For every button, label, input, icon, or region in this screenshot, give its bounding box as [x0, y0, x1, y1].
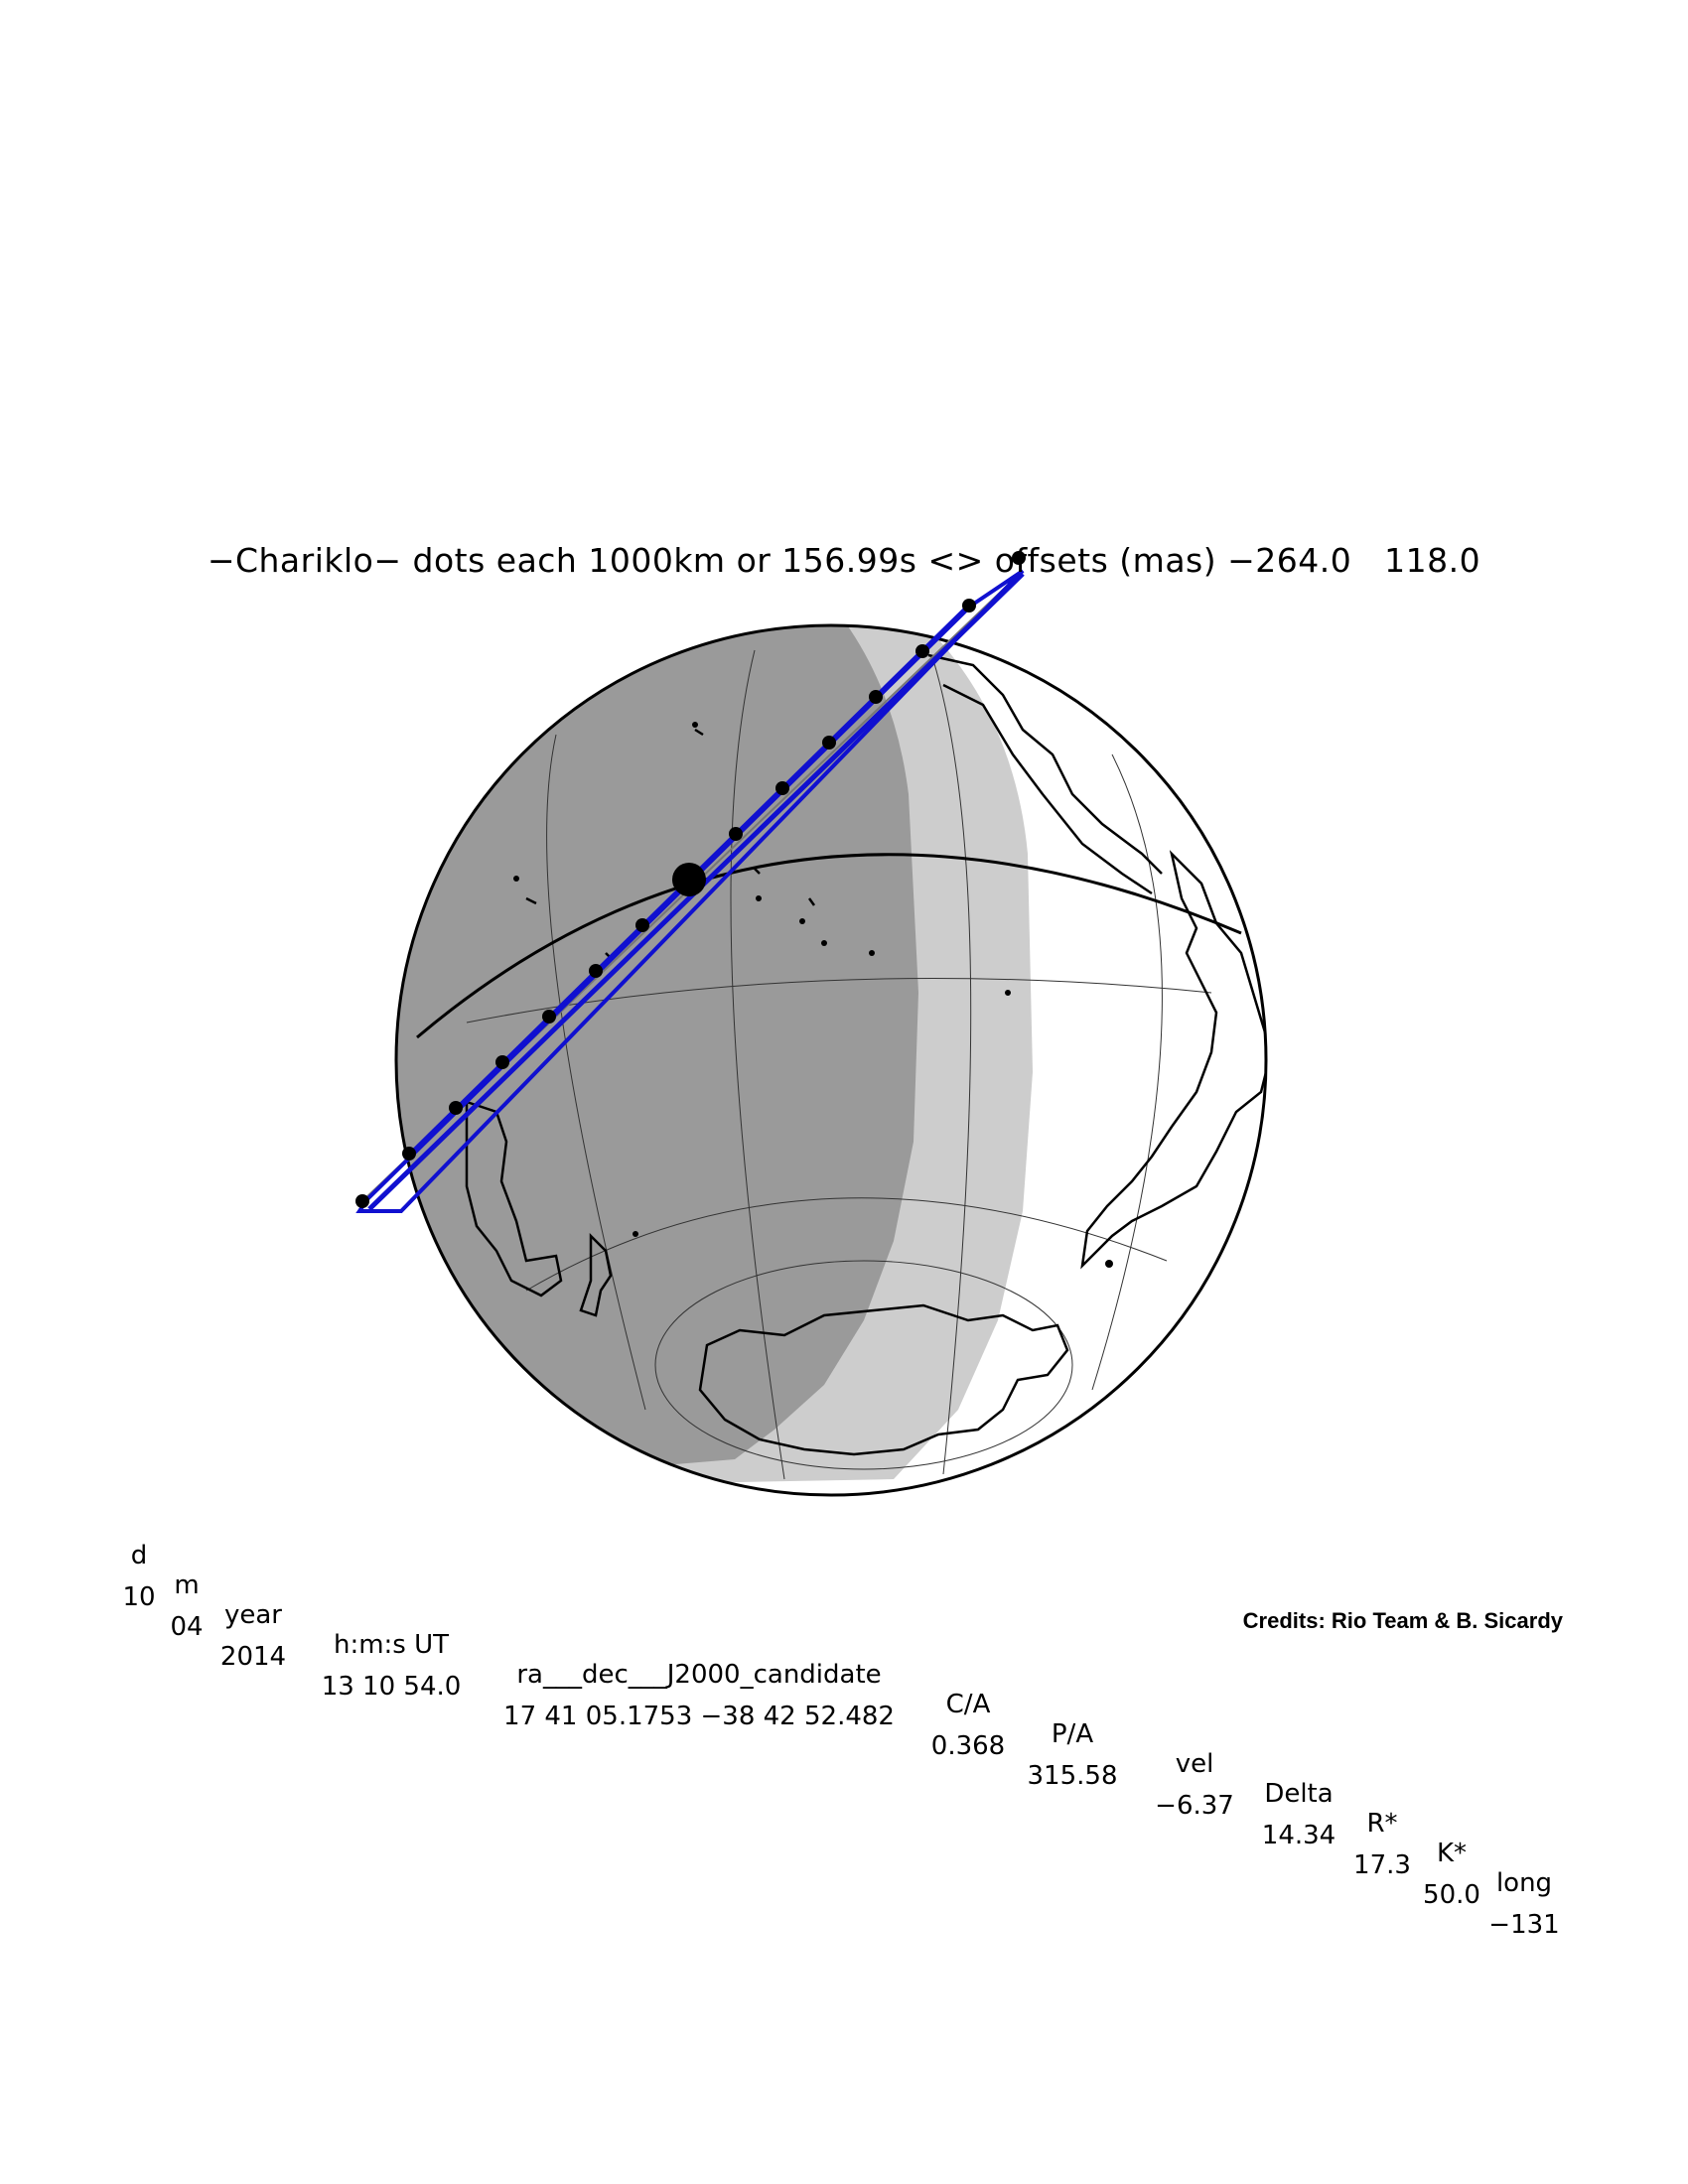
north-america-coast — [927, 653, 1163, 875]
path-dot — [915, 644, 929, 658]
table-header-row: d m year h:m:s UT ra___dec___J2000_candi… — [0, 1511, 1552, 1928]
header-k: K* — [1436, 1839, 1468, 1868]
path-dots — [355, 551, 1026, 1208]
path-dot — [869, 690, 883, 704]
path-dot — [635, 918, 649, 932]
new-zealand-coast — [579, 1232, 613, 1317]
island-dots — [513, 722, 1113, 1268]
path-dot — [402, 1147, 416, 1160]
value-time: 13 10 54.0 — [321, 1672, 462, 1702]
path-dot — [775, 781, 789, 795]
header-coords: ra___dec___J2000_candidate — [516, 1660, 882, 1690]
antarctica-coast — [698, 1303, 1069, 1456]
value-m: 04 — [170, 1612, 204, 1642]
header-m: m — [174, 1570, 200, 1600]
path-dot — [542, 1010, 556, 1024]
value-k: 50.0 — [1423, 1880, 1480, 1910]
header-delta: Delta — [1264, 1779, 1334, 1809]
header-year: year — [223, 1600, 283, 1630]
header-long: long — [1495, 1868, 1553, 1898]
value-ca: 0.368 — [930, 1731, 1006, 1761]
globe-outline — [394, 623, 1268, 1497]
value-d: 10 — [122, 1582, 156, 1612]
value-pa: 315.58 — [1027, 1761, 1118, 1791]
north-america-inner — [942, 683, 1153, 895]
header-time: h:m:s UT — [333, 1630, 450, 1660]
header-ca: C/A — [945, 1690, 991, 1719]
header-pa: P/A — [1051, 1719, 1094, 1749]
graticule — [466, 649, 1212, 1480]
path-dot — [1012, 551, 1026, 565]
value-long: −131 — [1488, 1910, 1560, 1940]
event-table: d m year h:m:s UT ra___dec___J2000_candi… — [0, 1511, 1559, 1940]
credits: Credits: Rio Team & B. Sicardy — [1242, 1608, 1563, 1633]
value-vel: −6.37 — [1155, 1791, 1234, 1821]
header-r: R* — [1366, 1809, 1398, 1839]
path-dot — [729, 827, 743, 841]
value-coords: 17 41 05.1753 −38 42 52.482 — [503, 1702, 895, 1731]
value-year: 2014 — [219, 1642, 287, 1672]
path-dot-center — [672, 863, 706, 896]
header-vel: vel — [1175, 1749, 1214, 1779]
path-dot — [822, 736, 836, 750]
path-dot — [962, 599, 976, 613]
value-delta: 14.34 — [1261, 1821, 1336, 1850]
night-zone — [396, 625, 918, 1489]
value-r: 17.3 — [1353, 1850, 1411, 1880]
path-dot — [589, 964, 603, 978]
equator — [416, 853, 1242, 1039]
path-dot — [355, 1194, 369, 1208]
map-title: −Chariklo− dots each 1000km or 156.99s <… — [207, 541, 1481, 580]
australia-coast — [465, 1100, 563, 1297]
path-dot — [495, 1055, 509, 1069]
table-value-row: 10 04 2014 13 10 54.0 17 41 05.1753 −38 … — [0, 1553, 1559, 1970]
path-dot — [449, 1101, 463, 1115]
pacific-islands — [525, 728, 816, 959]
globe — [394, 623, 1268, 1497]
header-d: d — [130, 1541, 148, 1570]
